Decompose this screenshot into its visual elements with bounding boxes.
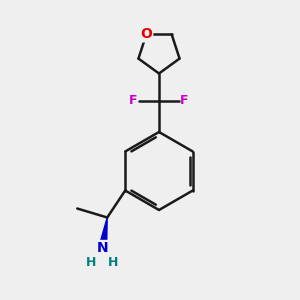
Text: F: F — [180, 94, 189, 107]
Text: H: H — [85, 256, 96, 269]
Text: O: O — [140, 27, 152, 41]
Text: N: N — [97, 241, 109, 254]
Text: F: F — [129, 94, 138, 107]
Polygon shape — [99, 218, 107, 248]
Text: H: H — [108, 256, 119, 269]
